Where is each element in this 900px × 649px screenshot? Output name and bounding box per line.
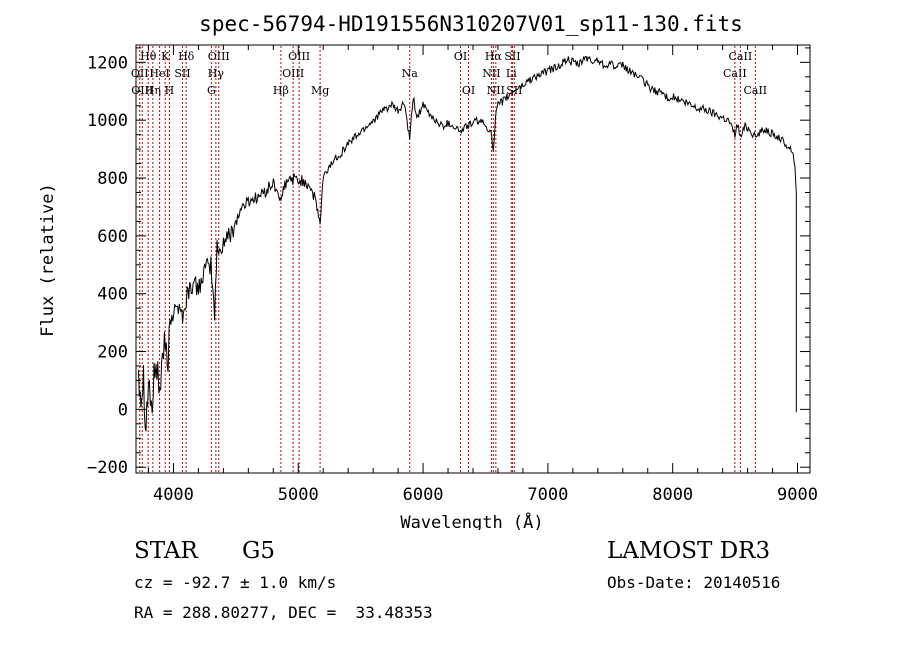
x-tick-label: 5000 — [278, 485, 319, 505]
chart-title: spec-56794-HD191556N310207V01_sp11-130.f… — [199, 12, 743, 36]
spectral-line-label: Na — [402, 67, 419, 80]
spectral-line-label: Hγ — [208, 67, 225, 80]
spectral-line-label: OIII — [208, 50, 230, 63]
spectral-line-label: H — [165, 84, 175, 97]
x-tick-label: 9000 — [777, 485, 818, 505]
obs-date: Obs-Date: 20140516 — [607, 573, 781, 592]
spectral-line-label: SII — [174, 67, 190, 80]
spectral-line-label: OIII — [282, 67, 304, 80]
x-axis: 4000 5000 6000 7000 8000 9000 — [147, 45, 818, 505]
spectral-line-label: NII — [487, 84, 505, 97]
emission-lines — [139, 46, 756, 472]
spectral-line-label: Hα — [485, 50, 503, 63]
x-tick-label: 8000 — [652, 485, 693, 505]
spectrum-chart: spec-56794-HD191556N310207V01_sp11-130.f… — [38, 12, 818, 530]
x-tick-label: 4000 — [153, 485, 194, 505]
x-tick-label: 6000 — [403, 485, 444, 505]
spectral-line-label: SII — [504, 50, 520, 63]
spectral-line-label: G — [207, 84, 216, 97]
spectral-line-label: OII — [131, 67, 149, 80]
y-axis-label: Flux (relative) — [38, 183, 58, 337]
spectral-line-label: Hη — [145, 84, 161, 97]
spectral-line-label: Hβ — [273, 84, 289, 97]
flux-curve — [138, 55, 797, 432]
spectral-line-label: OIII — [288, 50, 310, 63]
y-tick-label: 600 — [97, 227, 128, 247]
x-tick-label: 7000 — [527, 485, 568, 505]
spectral-line-label: NII — [482, 67, 500, 80]
spectral-line-label: OI — [462, 84, 475, 97]
spectral-line-label: Hθ — [140, 50, 157, 63]
spectral-line-label: Hδ — [178, 50, 195, 63]
object-class: STAR — [134, 538, 198, 564]
y-tick-label: 0 — [118, 400, 128, 420]
spectral-line-label: K — [161, 50, 170, 63]
y-tick-label: 1000 — [87, 111, 128, 131]
x-axis-label: Wavelength (Å) — [400, 511, 543, 530]
y-tick-label: 200 — [97, 343, 128, 363]
spectral-line-label: OI — [454, 50, 467, 63]
spectral-line-label: OIII — [131, 84, 153, 97]
spectral-line-label: Mg — [311, 84, 329, 97]
y-axis: −200 0 200 400 600 800 1000 1200 — [87, 47, 810, 478]
y-tick-label: 400 — [97, 285, 128, 305]
spectral-line-label: CaII — [723, 67, 747, 80]
line-labels: OII OIII Hθ Hη HeI K H SII Hδ G Hγ OIII Hβ OIII OIII Mg… — [131, 50, 767, 97]
spectral-line-label: CaII — [729, 50, 753, 63]
spectral-line-label: HeI — [149, 67, 169, 80]
object-subclass: G5 — [242, 538, 276, 564]
y-tick-label: 800 — [97, 169, 128, 189]
survey-name: LAMOST DR3 — [607, 538, 771, 564]
spectral-line-label: CaII — [743, 84, 767, 97]
y-tick-label: 1200 — [87, 53, 128, 73]
redshift-info: cz = -92.7 ± 1.0 km/s — [134, 573, 337, 592]
y-tick-label: −200 — [87, 458, 128, 478]
spectral-line-label: Li — [506, 67, 517, 80]
coordinates: RA = 288.80277, DEC = 33.48353 — [134, 603, 433, 622]
